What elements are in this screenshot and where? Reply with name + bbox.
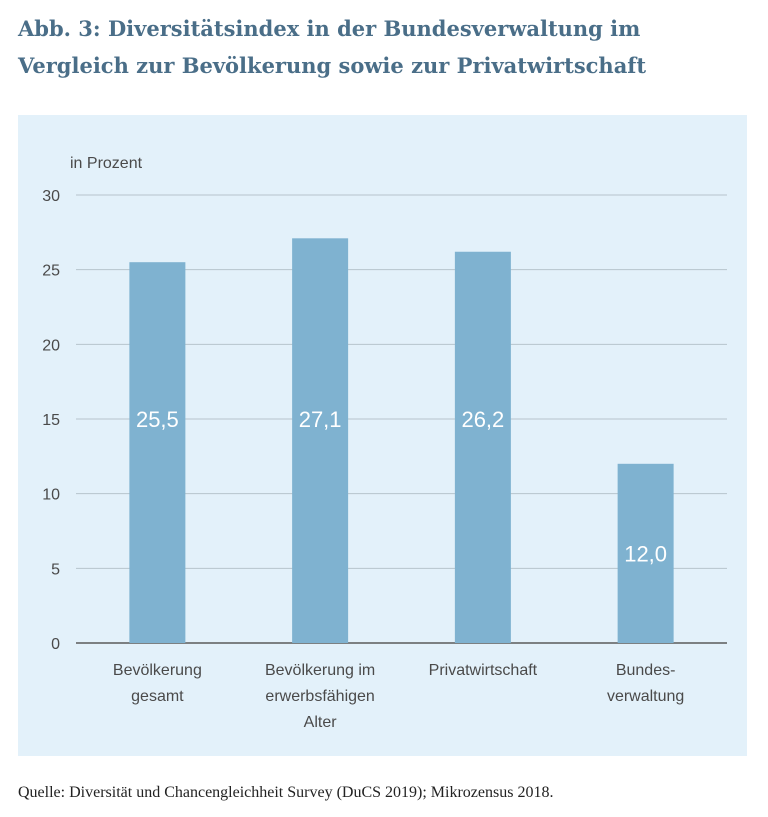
bars — [129, 238, 674, 643]
bar — [454, 251, 511, 643]
y-tick-label: 30 — [42, 188, 60, 205]
bar — [129, 262, 186, 643]
bar-value-label: 27,1 — [299, 407, 342, 432]
figure-title: Abb. 3: Diversitätsindex in der Bundesve… — [18, 16, 647, 78]
y-axis-label: in Prozent — [70, 155, 143, 172]
y-tick-label: 25 — [42, 263, 60, 280]
bar-value-label: 25,5 — [136, 407, 179, 432]
bar-value-label: 12,0 — [624, 541, 667, 566]
y-tick-label: 5 — [51, 561, 60, 578]
y-tick-label: 20 — [42, 337, 60, 354]
chart-panel: 0 5 10 15 20 25 30 in Prozent 25,5 27,1 26,2 12,0… — [18, 115, 747, 756]
x-category-label: Bevölkerung gesamt — [113, 662, 202, 705]
y-axis-ticks: 0 5 10 15 20 25 30 — [42, 188, 60, 653]
y-tick-label: 0 — [51, 636, 60, 653]
x-axis-category-labels: Bevölkerung gesamt Bevölkerung im erwerbsfä… — [113, 662, 684, 731]
bar — [617, 463, 674, 643]
y-tick-label: 10 — [42, 487, 60, 504]
x-category-label: Privatwirtschaft — [429, 662, 538, 679]
bar — [292, 238, 349, 643]
bar-value-labels: 25,5 27,1 26,2 12,0 — [136, 407, 667, 566]
y-tick-label: 15 — [42, 412, 60, 429]
x-category-label: Bundes-verwaltung — [607, 662, 684, 705]
source-note: Quelle: Diversität und Chancengleichheit… — [18, 784, 554, 801]
x-category-label: Bevölkerung im erwerbsfähigen Alter — [265, 662, 375, 731]
bar-value-label: 26,2 — [461, 407, 504, 432]
bar-chart: 0 5 10 15 20 25 30 in Prozent 25,5 27,1 26,2 12,0… — [42, 155, 727, 731]
